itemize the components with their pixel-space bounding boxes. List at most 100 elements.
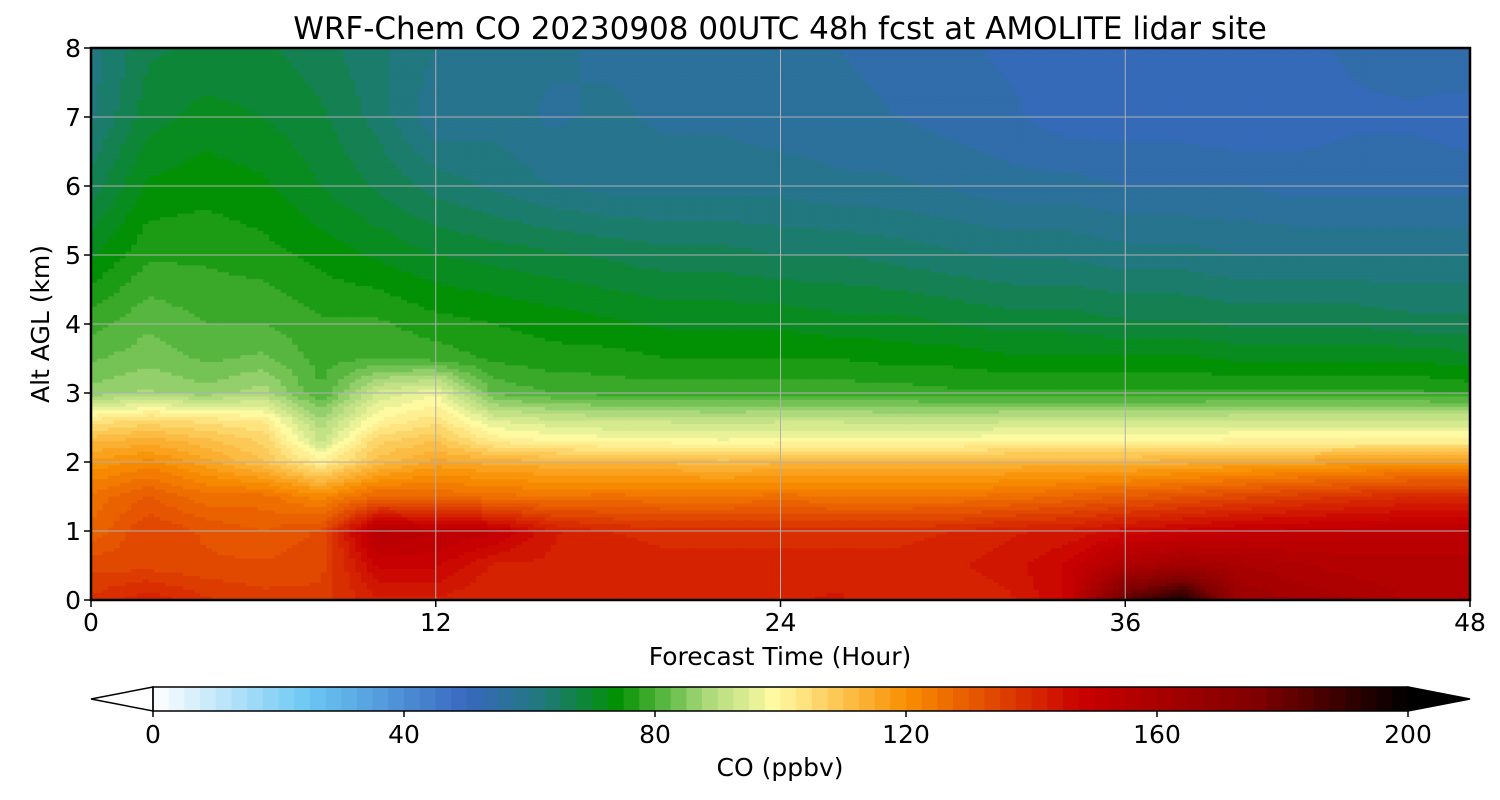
colorbar-segment bbox=[906, 687, 922, 711]
colorbar-segment bbox=[1392, 687, 1408, 711]
colorbar-segment bbox=[1000, 687, 1016, 711]
colorbar-segment bbox=[1016, 687, 1032, 711]
colorbar-segment bbox=[263, 687, 279, 711]
colorbar-segment bbox=[922, 687, 938, 711]
colorbar-segment bbox=[796, 687, 812, 711]
colorbar-segment bbox=[200, 687, 216, 711]
colorbar-segment bbox=[1377, 687, 1393, 711]
colorbar-segment bbox=[420, 687, 436, 711]
colorbar-segment bbox=[953, 687, 969, 711]
colorbar-segment bbox=[1361, 687, 1377, 711]
colorbar-segment bbox=[1157, 687, 1173, 711]
colorbar-segment bbox=[843, 687, 859, 711]
colorbar-segment bbox=[1094, 687, 1110, 711]
colorbar-segment bbox=[577, 687, 593, 711]
colorbar-segment bbox=[388, 687, 404, 711]
colorbar-segment bbox=[655, 687, 671, 711]
y-tick-label: 0 bbox=[65, 586, 81, 615]
colorbar-segment bbox=[279, 687, 295, 711]
colorbar-tick-label: 0 bbox=[145, 720, 161, 749]
x-axis: 0 12 24 36 48 bbox=[83, 600, 1486, 637]
colorbar-segment bbox=[1188, 687, 1204, 711]
y-tick-label: 7 bbox=[65, 103, 81, 132]
colorbar-tick-label: 120 bbox=[882, 720, 930, 749]
colorbar-extend-max bbox=[1408, 687, 1470, 711]
colorbar-segment bbox=[639, 687, 655, 711]
colorbar-segment bbox=[671, 687, 687, 711]
colorbar-label: CO (ppbv) bbox=[717, 753, 844, 782]
colorbar-segment bbox=[1063, 687, 1079, 711]
colorbar-segment bbox=[498, 687, 514, 711]
colorbar-segment bbox=[1220, 687, 1236, 711]
colorbar-segment bbox=[890, 687, 906, 711]
colorbar-tick-label: 40 bbox=[388, 720, 420, 749]
colorbar-segment bbox=[341, 687, 357, 711]
colorbar-segment bbox=[545, 687, 561, 711]
colorbar-segment bbox=[702, 687, 718, 711]
y-tick-label: 8 bbox=[65, 34, 81, 63]
colorbar-segment bbox=[984, 687, 1000, 711]
colorbar-segment bbox=[451, 687, 467, 711]
colorbar-segment bbox=[357, 687, 373, 711]
colorbar-segment bbox=[733, 687, 749, 711]
colorbar-segment bbox=[1283, 687, 1299, 711]
y-tick-label: 2 bbox=[65, 448, 81, 477]
colorbar-segment bbox=[749, 687, 765, 711]
figure: WRF-Chem CO 20230908 00UTC 48h fcst at A… bbox=[0, 0, 1500, 800]
colorbar-segment bbox=[1079, 687, 1095, 711]
colorbar-segment bbox=[514, 687, 530, 711]
colorbar-segment bbox=[937, 687, 953, 711]
y-axis-label: Alt AGL (km) bbox=[26, 245, 55, 403]
x-tick-label: 24 bbox=[765, 608, 797, 637]
colorbar-segment bbox=[482, 687, 498, 711]
colorbar-segment bbox=[1235, 687, 1251, 711]
colorbar-segment bbox=[247, 687, 263, 711]
colorbar-segment bbox=[1267, 687, 1283, 711]
colorbar-segment bbox=[1330, 687, 1346, 711]
colorbar-segment bbox=[435, 687, 451, 711]
y-tick-label: 1 bbox=[65, 517, 81, 546]
colorbar-segment bbox=[686, 687, 702, 711]
colorbar-segment bbox=[608, 687, 624, 711]
x-tick-label: 36 bbox=[1109, 608, 1141, 637]
colorbar-segment bbox=[404, 687, 420, 711]
colorbar-segment bbox=[718, 687, 734, 711]
colorbar-segment bbox=[1173, 687, 1189, 711]
colorbar-segment bbox=[859, 687, 875, 711]
colorbar-segment bbox=[467, 687, 483, 711]
colorbar-segment bbox=[1204, 687, 1220, 711]
colorbar-segment bbox=[765, 687, 781, 711]
y-tick-label: 3 bbox=[65, 379, 81, 408]
colorbar-tick-label: 160 bbox=[1133, 720, 1181, 749]
x-axis-label: Forecast Time (Hour) bbox=[649, 642, 912, 671]
colorbar-segment bbox=[592, 687, 608, 711]
colorbar-segment bbox=[153, 687, 169, 711]
colorbar-segment bbox=[1314, 687, 1330, 711]
x-tick-label: 12 bbox=[420, 608, 452, 637]
colorbar-segment bbox=[1047, 687, 1063, 711]
y-tick-label: 6 bbox=[65, 172, 81, 201]
colorbar bbox=[91, 687, 1470, 711]
colorbar-tick-label: 200 bbox=[1384, 720, 1432, 749]
colorbar-ticks: 0 40 80 120 160 200 bbox=[145, 711, 1432, 749]
colorbar-segment bbox=[1032, 687, 1048, 711]
colorbar-segment bbox=[216, 687, 232, 711]
x-tick-label: 48 bbox=[1454, 608, 1486, 637]
colorbar-segment bbox=[1141, 687, 1157, 711]
colorbar-segment bbox=[812, 687, 828, 711]
colorbar-segment bbox=[1126, 687, 1142, 711]
colorbar-segment bbox=[561, 687, 577, 711]
colorbar-segment bbox=[326, 687, 342, 711]
colorbar-segment bbox=[310, 687, 326, 711]
chart-title: WRF-Chem CO 20230908 00UTC 48h fcst at A… bbox=[293, 11, 1267, 47]
colorbar-segment bbox=[530, 687, 546, 711]
colorbar-segment bbox=[184, 687, 200, 711]
colorbar-segment bbox=[624, 687, 640, 711]
colorbar-segment bbox=[969, 687, 985, 711]
x-tick-label: 0 bbox=[83, 608, 99, 637]
colorbar-segment bbox=[231, 687, 247, 711]
colorbar-segment bbox=[828, 687, 844, 711]
colorbar-segment bbox=[875, 687, 891, 711]
y-tick-label: 4 bbox=[65, 310, 81, 339]
